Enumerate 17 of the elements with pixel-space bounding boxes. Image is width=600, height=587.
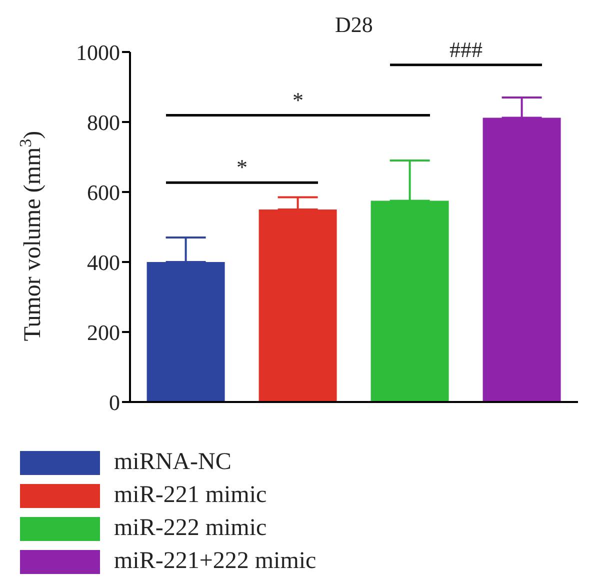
legend-label: miR-221+222 mimic <box>114 548 316 575</box>
y-tick-label: 800 <box>87 110 120 135</box>
y-tick-label: 600 <box>87 180 120 205</box>
significance-bracket: ### <box>390 36 542 66</box>
y-tick-label: 1000 <box>76 40 120 65</box>
significance-bracket: * <box>166 154 318 184</box>
legend-label: miR-221 mimic <box>114 482 267 509</box>
chart-title: D28 <box>335 12 373 37</box>
y-tick-label: 200 <box>87 320 120 345</box>
legend-label: miR-222 mimic <box>114 515 267 542</box>
y-tick-label: 0 <box>109 390 120 415</box>
significance-bracket: * <box>166 87 430 117</box>
y-tick-label: 400 <box>87 250 120 275</box>
annotation: ### <box>450 36 482 62</box>
legend-label: miRNA-NC <box>114 449 232 476</box>
annotation: * <box>292 87 304 112</box>
annotation: * <box>236 154 248 180</box>
